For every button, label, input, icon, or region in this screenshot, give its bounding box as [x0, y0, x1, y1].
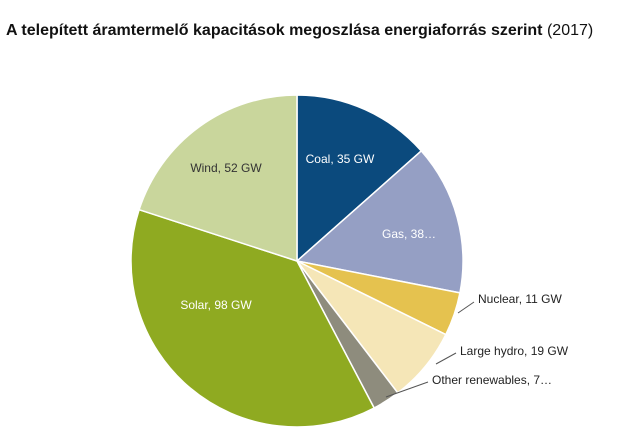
pie-slice-solar	[130, 208, 376, 428]
chart-title: A telepített áramtermelő kapacitások meg…	[6, 22, 593, 40]
slice-label-coal: Coal, 35 GW	[306, 152, 375, 166]
leader-line-large-hydro	[435, 352, 457, 365]
pie-slice-wind	[138, 94, 298, 263]
slice-label-large-hydro: Large hydro, 19 GW	[460, 344, 569, 358]
leader-line-nuclear	[457, 301, 475, 314]
pie-slice-gas	[295, 149, 464, 294]
chart-title-year: (2017)	[546, 22, 594, 39]
slice-label-other-renewables: Other renewables, 7…	[432, 373, 552, 387]
slice-label-nuclear: Nuclear, 11 GW	[478, 292, 562, 306]
leader-line-other-renewables	[385, 381, 429, 398]
pie-slice-coal	[296, 94, 423, 263]
slice-label-gas: Gas, 38…	[382, 227, 436, 241]
slice-label-solar: Solar, 98 GW	[180, 298, 252, 312]
chart-title-main: A telepített áramtermelő kapacitások meg…	[6, 22, 543, 39]
slice-label-wind: Wind, 52 GW	[190, 161, 262, 175]
